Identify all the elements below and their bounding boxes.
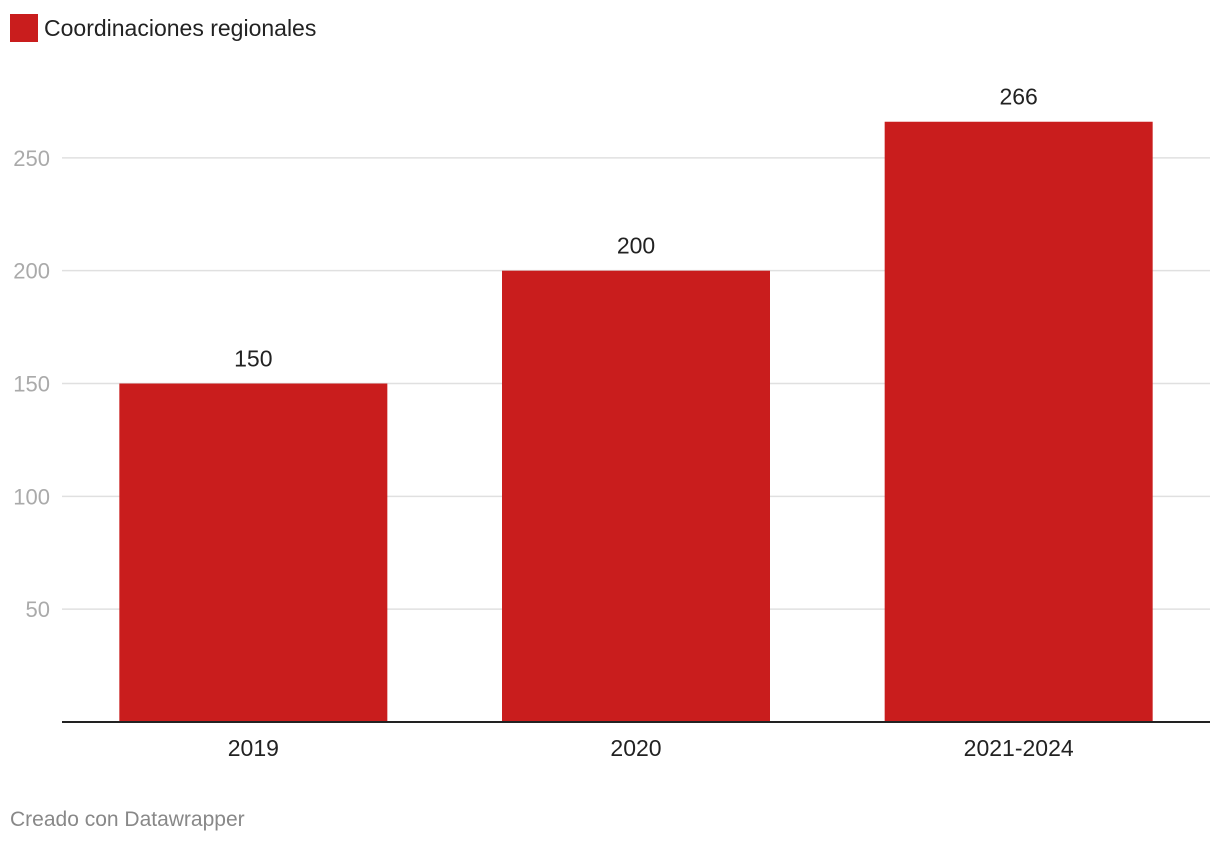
- bar-chart: 50 100 150 200 250 150 2019 200 2020 266 2021-2024: [13, 84, 1210, 761]
- legend-label: Coordinaciones regionales: [44, 14, 317, 41]
- bar: [119, 383, 388, 722]
- x-tick-label: 2019: [228, 735, 279, 761]
- x-tick-label: 2021-2024: [964, 735, 1074, 761]
- legend: Coordinaciones regionales: [10, 14, 316, 42]
- x-tick-label: 2020: [610, 735, 661, 761]
- y-tick-label: 50: [26, 597, 50, 622]
- data-label: 200: [617, 233, 655, 259]
- data-label: 266: [999, 84, 1037, 110]
- footer-credit: Creado con Datawrapper: [10, 808, 245, 831]
- bar: [884, 121, 1153, 723]
- y-tick-label: 150: [13, 372, 50, 397]
- bar: [502, 270, 770, 722]
- data-label: 150: [234, 346, 272, 372]
- y-tick-label: 200: [13, 259, 50, 284]
- y-tick-label: 250: [13, 146, 50, 171]
- legend-swatch: [10, 14, 38, 42]
- y-tick-label: 100: [13, 484, 50, 509]
